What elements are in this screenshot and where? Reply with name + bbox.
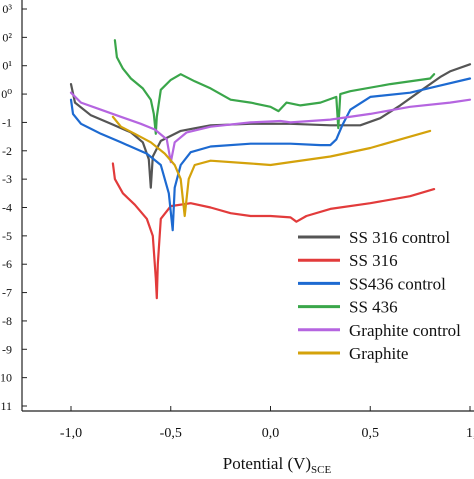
y-tick-label: 0¹ (2, 59, 12, 73)
x-axis-title-subscript: SCE (311, 464, 331, 474)
y-tick-label: -5 (2, 229, 12, 243)
legend-label: Graphite control (349, 321, 461, 340)
plot-axes (21, 0, 474, 412)
x-tick-label: -1,0 (60, 426, 82, 441)
y-tick-label: -7 (2, 286, 12, 300)
legend-label: SS436 control (349, 274, 446, 293)
chart-legend: SS 316 control SS 316 SS436 control SS 436 G… (298, 228, 461, 363)
x-axis-title: Potential (V)SCE (223, 454, 332, 474)
series-line-ss-316 (111, 162, 436, 300)
series-line-graphite-control (69, 91, 472, 164)
y-tick-label: -8 (2, 314, 12, 328)
series-lines (69, 39, 472, 300)
y-tick-label: -1 (2, 115, 12, 129)
y-tick-label: 11 (0, 399, 12, 413)
series-line-graphite (111, 115, 432, 218)
series-line-ss-436 (113, 39, 436, 135)
x-tick-label: 1, (466, 426, 474, 441)
legend-label: Graphite (349, 344, 408, 363)
y-tick-label: 10 (0, 371, 12, 385)
legend-label: SS 316 control (349, 228, 450, 247)
y-tick-label: -6 (2, 257, 12, 271)
x-tick-label: 0,5 (362, 426, 380, 441)
x-tick-label: 0,0 (262, 426, 280, 441)
x-tick-label: -0,5 (160, 426, 182, 441)
y-tick-label: -9 (2, 342, 12, 356)
y-axis-ticks: 0³ 0² 0¹ 0⁰ -1 -2 -3 -4 -5 -6 -7 -8 -9 10 11 (0, 2, 27, 413)
x-axis-ticks: -1,0 -0,5 0,0 0,5 1, (60, 406, 474, 441)
series-line-ss436-control (69, 77, 472, 232)
y-tick-label: -2 (2, 144, 12, 158)
legend-label: SS 316 (349, 251, 398, 270)
y-tick-label: -4 (2, 201, 12, 215)
y-tick-label: -3 (2, 172, 12, 186)
y-tick-label: 0³ (2, 2, 12, 16)
series-line-ss-316-control (69, 63, 472, 189)
legend-label: SS 436 (349, 298, 398, 317)
y-tick-label: 0⁰ (1, 87, 12, 101)
y-tick-label: 0² (2, 30, 12, 44)
